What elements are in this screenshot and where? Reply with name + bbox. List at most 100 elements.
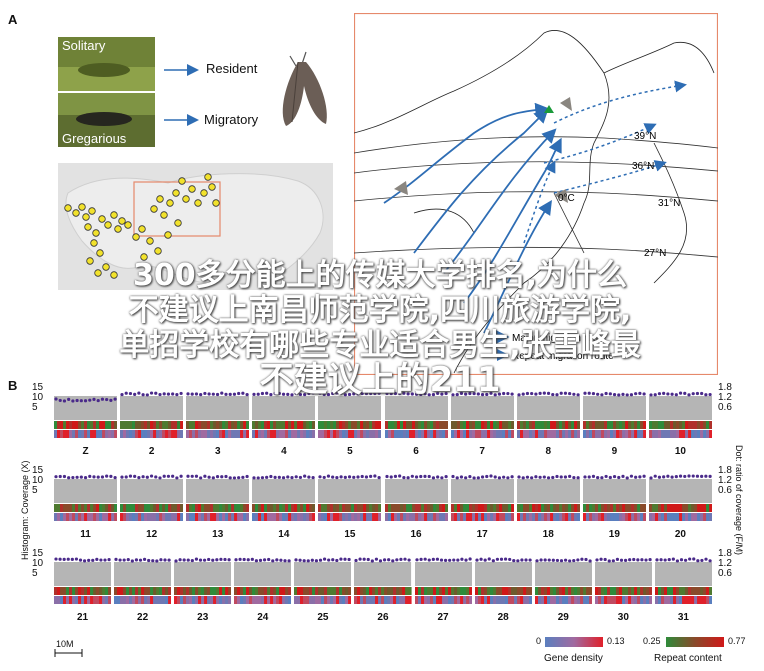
chromosome-track [252,391,316,438]
repeat-content-max: 0.77 [728,636,746,646]
chromosome-label: 3 [214,446,221,457]
overlay-line-1: 300多分能上的传媒大学排名,为什么 [132,258,628,293]
chromosome-label: 31 [677,612,689,623]
overlay-line-3: 单招学校有哪些专业适合男生,张雪峰最 [119,328,641,363]
left-tick-label: 10 [32,558,44,569]
left-tick-label: 15 [32,382,44,393]
chromosome-track [516,474,580,521]
chromosome-label: 21 [76,612,89,623]
chromosome-label: 19 [608,529,620,540]
lat-39-label: 39°N [634,131,656,142]
chromosome-track [654,557,712,604]
right-tick-label: 1.2 [718,475,732,486]
chromosome-label: 5 [347,446,353,457]
resident-label: Resident [206,61,258,76]
chromosome-track [186,391,250,438]
left-tick-label: 5 [32,402,38,413]
right-tick-label: 0.6 [718,485,732,496]
chromosome-track [594,557,652,604]
chromosome-label: 4 [281,446,287,457]
chromosome-track [120,391,184,438]
scale-bar [54,649,83,657]
chromosome-label: 30 [617,612,629,623]
chromosome-label: 27 [437,612,449,623]
scale-bar-label: 10M [56,639,74,649]
moth-icon [282,51,327,126]
lat-27-label: 27°N [644,248,666,259]
right-tick-label: 0.6 [718,402,732,413]
chromosome-track [54,557,112,604]
y-axis-right-title: Dot: ratio of coverage (F/M) [734,445,744,556]
chromosome-track [294,557,352,604]
chromosome-label: 24 [257,612,269,623]
chromosome-track [114,557,172,604]
left-tick-label: 5 [32,485,38,496]
chromosome-label: 6 [413,446,419,457]
chromosome-label: 22 [137,612,149,623]
gregarious-label: Gregarious [62,131,127,146]
chromosome-track [234,557,292,604]
left-tick-label: 10 [32,392,44,403]
gene-density-max: 0.13 [607,636,625,646]
right-tick-label: 0.6 [718,568,732,579]
chromosome-track [648,391,712,438]
chromosome-track [450,391,514,438]
right-tick-label: 1.8 [718,465,732,476]
chromosome-label: 7 [479,446,485,457]
chromosome-label: 29 [557,612,569,623]
chromosome-track [534,557,592,604]
left-tick-label: 5 [32,568,38,579]
chromosome-label: 28 [497,612,509,623]
major-route-legend: Major migration route [512,333,607,344]
chromosome-track [516,391,580,438]
left-tick-label: 15 [32,548,44,559]
chromosome-track [318,391,382,438]
repeat-content-min: 0.25 [643,636,661,646]
chromosome-track [252,474,316,521]
chromosome-track [54,396,118,438]
chromosome-label: 17 [476,529,488,540]
solitary-label: Solitary [62,38,106,53]
overlay-line-2: 不建议上南昌师范学院,四川旅游学院, [128,293,632,328]
chromosome-track [318,474,382,521]
chromosome-label: 18 [542,529,554,540]
chromosome-track [450,474,514,521]
gregarious-photo: Gregarious [58,93,155,147]
chromosome-label: 26 [377,612,389,623]
chromosome-track [174,557,232,604]
gene-density-title: Gene density [544,653,603,664]
lat-31-label: 31°N [658,198,680,209]
temp-0c-label: 0°C [558,193,575,204]
gene-density-min: 0 [536,636,542,646]
chromosome-label: 8 [545,446,552,457]
chromosome-track [186,474,250,521]
migration-map: 39°N 36°N 31°N 27°N 0°C Major migration … [354,13,718,375]
chromosome-label: 15 [344,529,356,540]
repeat-content-colorbar [666,637,724,647]
overlay-line-4: 不建议上的211 [259,360,501,400]
chromosome-track [474,557,532,604]
chromosome-track [384,391,448,438]
chromosome-track [582,391,646,438]
minor-route-legend: Repeat migration route [512,351,614,362]
y-axis-left-title: Histogram: Coverage (X) [20,460,30,560]
chromosome-track [354,557,412,604]
right-tick-label: 1.2 [718,558,732,569]
chromosome-track [414,557,472,604]
right-tick-label: 1.2 [718,392,732,403]
chromosome-label: 9 [611,446,618,457]
left-tick-label: 10 [32,475,44,486]
chromosome-label: 10 [674,446,686,457]
chromosome-track [384,474,448,521]
repeat-content-title: Repeat content [654,653,722,664]
chromosome-track [54,474,118,521]
migratory-label: Migratory [204,112,259,127]
right-tick-label: 1.8 [718,548,732,559]
chromosome-label: 20 [674,529,686,540]
chromosome-label: 16 [410,529,422,540]
chromosome-track [648,474,712,521]
chromosome-label: Z [82,446,89,457]
panel-a-letter: A [8,12,18,27]
solitary-photo: Solitary [58,37,155,91]
gene-density-colorbar [545,637,603,647]
